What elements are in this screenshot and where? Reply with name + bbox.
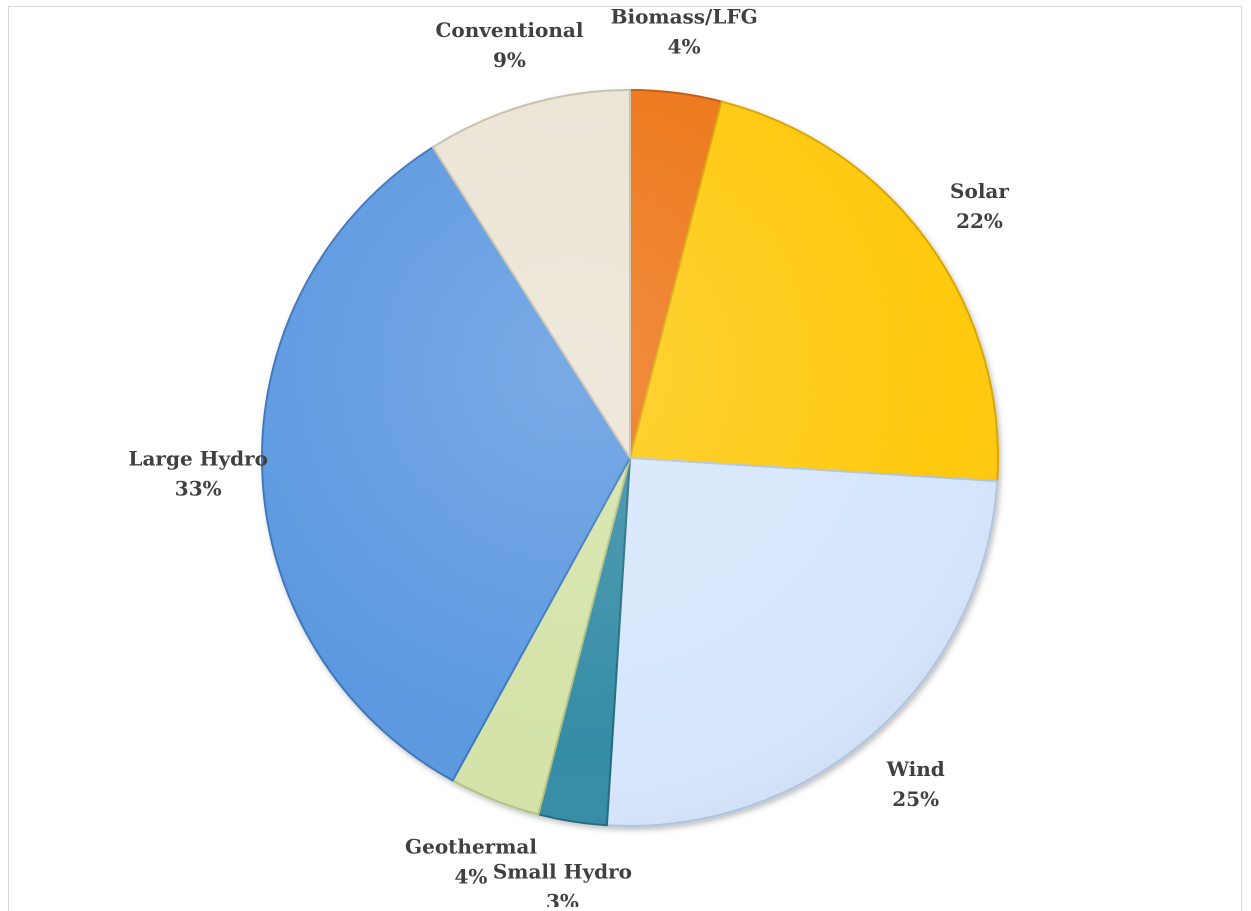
data-label-biomass-lfg: Biomass/LFG 4%	[611, 4, 758, 58]
data-label-category: Wind	[886, 757, 945, 781]
data-label-geothermal: Geothermal 4%	[405, 835, 537, 889]
data-label-wind: Wind 25%	[886, 757, 945, 811]
data-label-large-hydro: Large Hydro 33%	[128, 447, 268, 501]
data-label-category: Small Hydro	[493, 860, 632, 884]
data-label-conventional: Conventional 9%	[435, 18, 583, 72]
data-label-percent: 25%	[892, 787, 939, 811]
data-label-percent: 22%	[956, 209, 1003, 233]
data-label-category: Solar	[950, 179, 1009, 203]
data-label-percent: 4%	[455, 865, 488, 889]
data-label-category: Conventional	[435, 18, 583, 42]
data-label-category: Geothermal	[405, 835, 537, 859]
data-label-category: Biomass/LFG	[611, 4, 758, 28]
data-label-percent: 33%	[175, 477, 222, 501]
data-label-category: Large Hydro	[128, 447, 268, 471]
data-label-percent: 3%	[546, 890, 579, 907]
pie-labels: Biomass/LFG 4% Solar 22% Wind 25% Small Hydro 3…	[128, 4, 1009, 907]
data-label-solar: Solar 22%	[950, 179, 1009, 233]
data-label-small-hydro: Small Hydro 3%	[493, 860, 632, 907]
data-label-percent: 4%	[668, 34, 701, 58]
pie-slices	[261, 89, 999, 827]
data-label-percent: 9%	[493, 48, 526, 72]
